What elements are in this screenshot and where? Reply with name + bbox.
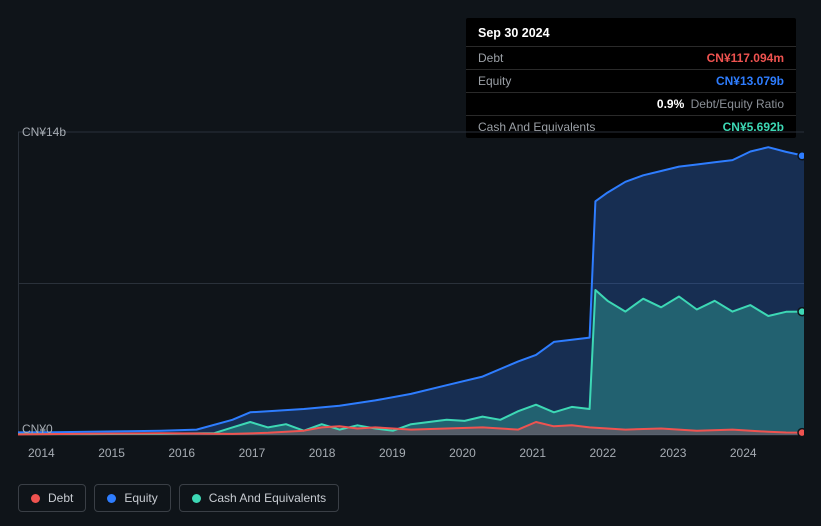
legend-dot-icon — [107, 494, 116, 503]
tooltip-row: 0.9% Debt/Equity Ratio — [466, 92, 796, 115]
tooltip-date: Sep 30 2024 — [466, 18, 796, 46]
x-axis-tick: 2019 — [379, 446, 449, 460]
x-axis-tick: 2020 — [449, 446, 519, 460]
legend-item-cash-and-equivalents[interactable]: Cash And Equivalents — [179, 484, 339, 512]
legend-label: Debt — [48, 491, 73, 505]
x-axis-tick: 2015 — [98, 446, 168, 460]
chart-area[interactable]: CN¥14b CN¥0 2014201520162017201820192020… — [18, 126, 804, 461]
x-axis-tick: 2017 — [239, 446, 309, 460]
tooltip-row-label: Equity — [478, 74, 511, 88]
legend-dot-icon — [31, 494, 40, 503]
tooltip-row-suffix: Debt/Equity Ratio — [687, 97, 784, 111]
y-axis-tick-min: CN¥0 — [22, 422, 53, 436]
legend-label: Equity — [124, 491, 157, 505]
line-chart-svg — [18, 126, 804, 441]
x-axis-tick: 2021 — [519, 446, 589, 460]
x-axis-tick: 2023 — [660, 446, 730, 460]
legend-label: Cash And Equivalents — [209, 491, 326, 505]
x-axis-tick: 2024 — [730, 446, 800, 460]
tooltip-row: Debt CN¥117.094m — [466, 46, 796, 69]
tooltip-row-label: Debt — [478, 51, 503, 65]
tooltip-row-value: 0.9% Debt/Equity Ratio — [657, 97, 784, 111]
y-axis-tick-max: CN¥14b — [22, 125, 66, 139]
legend-dot-icon — [192, 494, 201, 503]
x-axis-tick: 2016 — [168, 446, 238, 460]
legend-item-equity[interactable]: Equity — [94, 484, 170, 512]
x-axis-tick: 2014 — [28, 446, 98, 460]
tooltip-row-value: CN¥117.094m — [707, 51, 784, 65]
legend: Debt Equity Cash And Equivalents — [18, 484, 339, 512]
x-axis-tick: 2018 — [309, 446, 379, 460]
chart-tooltip: Sep 30 2024 Debt CN¥117.094m Equity CN¥13.0… — [466, 18, 796, 138]
tooltip-row-value: CN¥13.079b — [716, 74, 784, 88]
legend-item-debt[interactable]: Debt — [18, 484, 86, 512]
x-axis-ticks: 2014201520162017201820192020202120222023… — [18, 446, 804, 460]
x-axis-tick: 2022 — [590, 446, 660, 460]
tooltip-row: Equity CN¥13.079b — [466, 69, 796, 92]
